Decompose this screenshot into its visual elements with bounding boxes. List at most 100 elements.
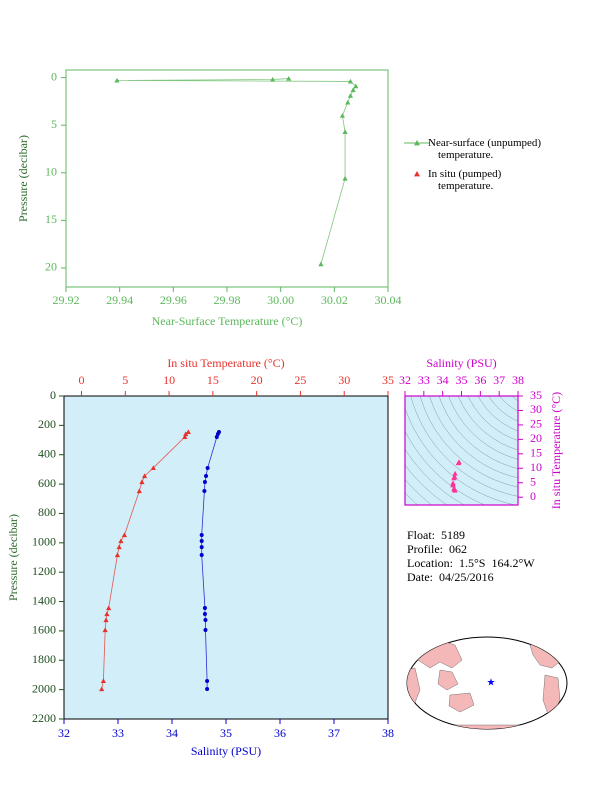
x-tick-label: 29.98 xyxy=(214,293,241,307)
legend-marker xyxy=(414,140,420,146)
data-point xyxy=(103,617,109,623)
x-tick-label: 30.00 xyxy=(267,293,294,307)
contour xyxy=(505,320,585,400)
x-tick-label: 32 xyxy=(399,373,411,387)
y-tick-label: 15 xyxy=(530,446,542,460)
data-point xyxy=(199,533,204,538)
data-point xyxy=(204,474,209,479)
y-tick-label: 0 xyxy=(50,388,56,402)
data-point xyxy=(116,544,122,550)
profile-line xyxy=(116,78,357,265)
y-tick-label: 1600 xyxy=(32,623,56,637)
x-tick-label: 38 xyxy=(382,726,394,740)
x-tick-label: 35 xyxy=(382,373,394,387)
y-tick-label: 20 xyxy=(530,431,542,445)
data-point xyxy=(345,99,351,105)
y-tick-label: 600 xyxy=(38,476,56,490)
x-tick-label: 5 xyxy=(122,373,128,387)
data-point xyxy=(339,113,345,118)
x-tick-label: 30.02 xyxy=(321,293,348,307)
data-point xyxy=(199,553,204,558)
x-tick-label: 29.96 xyxy=(160,293,187,307)
data-point xyxy=(199,545,204,550)
y-tick-label: 1400 xyxy=(32,593,56,607)
legend-label: Near-surface (unpumped) temperature. xyxy=(428,137,542,161)
data-point xyxy=(347,78,354,84)
data-point xyxy=(205,678,210,683)
float-info: Profile: 062 xyxy=(407,542,467,556)
data-point xyxy=(203,628,208,633)
x-tick-label: 15 xyxy=(207,373,219,387)
data-point xyxy=(202,612,207,617)
x-tick-label: 0 xyxy=(79,373,85,387)
data-point xyxy=(139,479,145,485)
x-tick-label: 36 xyxy=(474,373,486,387)
data-point xyxy=(286,75,292,81)
data-point xyxy=(202,606,207,611)
y-tick-label: 1000 xyxy=(32,535,56,549)
data-point xyxy=(202,480,207,485)
y-tick-label: 35 xyxy=(530,388,542,402)
data-point xyxy=(205,687,210,692)
x-tick-label: 10 xyxy=(163,373,175,387)
y-tick-label: 400 xyxy=(38,446,56,460)
x-tick-label: 36 xyxy=(274,726,286,740)
y-tick-label: 2000 xyxy=(32,681,56,695)
float-info: Date: 04/25/2016 xyxy=(407,570,494,584)
x-tick-label: 29.94 xyxy=(106,293,133,307)
x-tick-label: 32 xyxy=(58,726,70,740)
y-axis-label: Pressure (decibar) xyxy=(16,135,30,222)
data-point xyxy=(182,434,188,440)
x-tick-label: 29.92 xyxy=(53,293,80,307)
data-point xyxy=(114,77,120,83)
data-point xyxy=(104,611,110,617)
data-point xyxy=(347,93,354,98)
data-point xyxy=(185,429,191,435)
data-point xyxy=(205,465,210,470)
x-tick-label: 20 xyxy=(251,373,263,387)
x-axis-label: Near-Surface Temperature (°C) xyxy=(152,314,303,328)
y-tick-label: 10 xyxy=(530,460,542,474)
legend-entry: In situ (pumped) temperature. xyxy=(428,168,501,192)
ts-point xyxy=(452,487,458,493)
data-point xyxy=(118,538,124,544)
data-point xyxy=(106,605,112,611)
float-info: Location: 1.5°S 164.2°W xyxy=(407,556,535,570)
x-tick-label: 38 xyxy=(512,373,524,387)
plot-frame xyxy=(65,69,389,288)
data-point xyxy=(199,539,204,544)
y-tick-label: 0 xyxy=(51,69,57,83)
x-tick-label: 34 xyxy=(166,726,178,740)
y-tick-label: 1200 xyxy=(32,564,56,578)
data-point xyxy=(121,532,128,538)
x-tick-label: 34 xyxy=(437,373,449,387)
x-tick-label: 33 xyxy=(112,726,124,740)
ts-point xyxy=(451,475,457,481)
x-tick-label: 30.04 xyxy=(375,293,402,307)
data-point xyxy=(136,488,142,494)
y-axis-label: In situ Temperature (°C) xyxy=(549,392,563,509)
y-tick-label: 5 xyxy=(530,474,536,488)
x-tick-label: 37 xyxy=(328,726,340,740)
x-tick-label: 25 xyxy=(294,373,306,387)
ts-point xyxy=(455,460,461,466)
ts-point xyxy=(452,470,458,476)
y-tick-label: 10 xyxy=(45,165,57,179)
x-tick-label: 33 xyxy=(418,373,430,387)
data-point xyxy=(202,488,207,493)
float-location-star: ★ xyxy=(487,677,496,688)
data-point xyxy=(114,552,121,558)
data-point xyxy=(141,473,148,479)
data-point xyxy=(353,83,359,89)
x-axis-label: Salinity (PSU) xyxy=(191,744,261,758)
data-point xyxy=(99,686,105,692)
y-tick-label: 800 xyxy=(38,505,56,519)
data-point xyxy=(214,434,219,439)
float-info: Float: 5189 xyxy=(407,528,465,542)
y-tick-label: 2200 xyxy=(32,711,56,725)
x-tick-label: 35 xyxy=(220,726,232,740)
data-point xyxy=(150,465,156,471)
y-axis-label: Pressure (decibar) xyxy=(6,514,20,601)
